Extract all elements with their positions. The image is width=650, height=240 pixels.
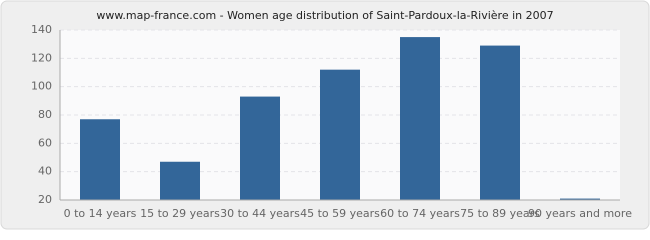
bar (240, 96, 280, 200)
y-tick-label: 20 (38, 193, 52, 206)
bar (320, 69, 360, 201)
x-tick-label: 15 to 29 years (140, 207, 220, 220)
y-tick-label: 120 (31, 51, 52, 64)
y-tick-label: 100 (31, 80, 52, 93)
y-tick-label: 80 (38, 108, 52, 121)
x-tick-label: 45 to 59 years (300, 207, 380, 220)
y-tick-label: 60 (38, 136, 52, 149)
bar (160, 161, 200, 200)
y-tick-label: 40 (38, 165, 52, 178)
bar (480, 45, 520, 201)
chart-title: www.map-france.com - Women age distribut… (96, 9, 553, 22)
x-tick-label: 30 to 44 years (220, 207, 300, 220)
bar (400, 37, 440, 201)
x-tick-label: 0 to 14 years (64, 207, 137, 220)
x-tick-label: 60 to 74 years (380, 207, 460, 220)
chart: www.map-france.com - Women age distribut… (0, 0, 650, 230)
bar (80, 119, 120, 200)
y-tick-label: 140 (31, 23, 52, 36)
x-tick-label: 75 to 89 years (460, 207, 540, 220)
bar (560, 198, 600, 200)
x-tick-label: 90 years and more (528, 207, 632, 220)
